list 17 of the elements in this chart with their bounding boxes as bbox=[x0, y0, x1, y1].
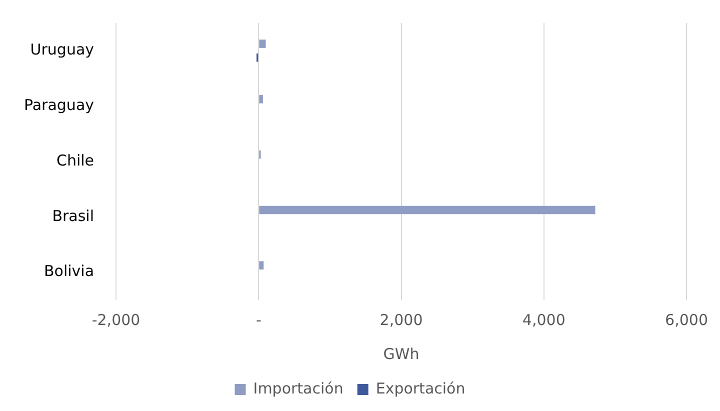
y-tick-label: Brasil bbox=[52, 206, 94, 225]
x-tick-label: 6,000 bbox=[665, 310, 708, 329]
y-tick-label: Chile bbox=[56, 151, 94, 170]
bar bbox=[259, 206, 596, 214]
bar bbox=[259, 40, 266, 48]
x-tick-label: - bbox=[256, 310, 262, 329]
x-tick-label: 4,000 bbox=[522, 310, 566, 329]
y-tick-label: Uruguay bbox=[30, 40, 94, 59]
x-tick-label: -2,000 bbox=[92, 310, 140, 329]
x-axis-title: GWh bbox=[383, 344, 420, 363]
bar bbox=[259, 95, 263, 104]
legend-label: Importación bbox=[253, 379, 344, 398]
x-tick-label: 2,000 bbox=[380, 310, 423, 329]
y-tick-label: Bolivia bbox=[44, 262, 94, 280]
y-tick-label: Paraguay bbox=[24, 96, 94, 114]
bar bbox=[259, 261, 264, 270]
legend-label: Exportación bbox=[376, 379, 466, 398]
